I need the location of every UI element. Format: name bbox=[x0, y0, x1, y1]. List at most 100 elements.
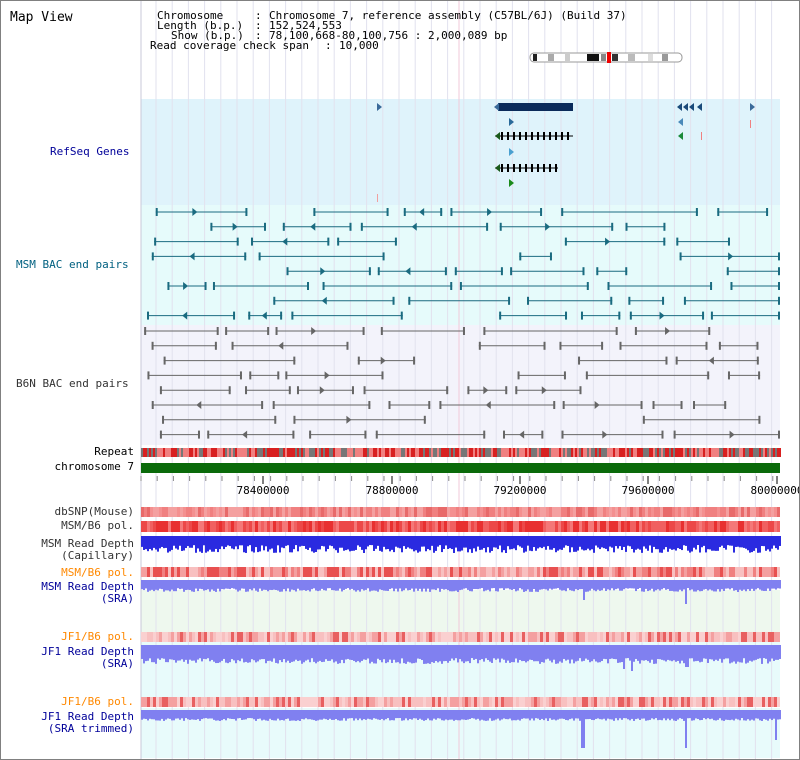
heat-cell bbox=[597, 521, 600, 532]
depth-bar bbox=[551, 645, 553, 663]
bac-end bbox=[327, 237, 330, 246]
depth-bar bbox=[641, 580, 643, 592]
depth-bar bbox=[769, 645, 771, 662]
track-label-msm-b6-pol-sra[interactable]: MSM/B6 pol. bbox=[61, 566, 134, 579]
depth-bar bbox=[161, 580, 163, 590]
heat-cell bbox=[336, 567, 339, 577]
heat-cell bbox=[660, 567, 663, 577]
depth-bar bbox=[591, 536, 593, 550]
depth-bar bbox=[575, 645, 577, 662]
track-label-jf1-depth-sra[interactable]: JF1 Read Depth bbox=[41, 645, 134, 658]
gene-exon bbox=[519, 164, 521, 172]
heat-cell bbox=[555, 567, 558, 577]
depth-bar bbox=[743, 710, 745, 721]
depth-bar bbox=[373, 536, 375, 551]
repeat-segment bbox=[213, 448, 215, 457]
depth-bar bbox=[457, 536, 459, 552]
depth-bar bbox=[335, 645, 337, 662]
track-label-jf1-b6-pol[interactable]: JF1/B6 pol. bbox=[61, 630, 134, 643]
depth-bar bbox=[321, 645, 323, 663]
track-label-b6n-bac[interactable]: B6N BAC end pairs bbox=[16, 377, 129, 390]
depth-bar bbox=[607, 710, 609, 719]
repeat-segment bbox=[669, 448, 671, 457]
depth-bar bbox=[723, 536, 725, 548]
repeat-segment bbox=[703, 448, 705, 457]
heat-cell bbox=[729, 697, 732, 707]
heat-cell bbox=[678, 697, 681, 707]
repeat-segment bbox=[141, 448, 143, 457]
repeat-segment bbox=[529, 448, 531, 457]
track-label-chromosome[interactable]: chromosome 7 bbox=[54, 460, 134, 473]
depth-bar bbox=[381, 580, 383, 591]
heat-cell bbox=[339, 507, 342, 517]
depth-bar bbox=[497, 536, 499, 550]
heat-cell bbox=[333, 697, 336, 707]
track-label-dbsnp[interactable]: dbSNP(Mouse) bbox=[54, 505, 134, 518]
depth-bar bbox=[263, 536, 265, 551]
heat-cell bbox=[348, 567, 351, 577]
bac-end bbox=[403, 208, 406, 216]
heat-cell bbox=[774, 697, 777, 707]
depth-bar bbox=[293, 645, 295, 662]
depth-bar bbox=[255, 536, 257, 548]
depth-bar bbox=[343, 645, 345, 664]
track-label-refseq-genes[interactable]: RefSeq Genes bbox=[50, 145, 130, 158]
repeat-segment bbox=[397, 448, 399, 457]
repeat-segment bbox=[293, 448, 295, 457]
depth-bar bbox=[393, 580, 395, 592]
track-label-msm-depth-capillary[interactable]: MSM Read Depth bbox=[41, 537, 134, 550]
depth-bar bbox=[183, 536, 185, 551]
bac-end bbox=[244, 252, 247, 261]
track-label-jf1-depth-trimmed[interactable]: JF1 Read Depth bbox=[41, 710, 134, 723]
depth-bar bbox=[711, 645, 713, 660]
heat-cell bbox=[390, 567, 393, 577]
bac-end bbox=[508, 296, 511, 305]
heat-cell bbox=[396, 507, 399, 517]
heat-cell bbox=[258, 697, 261, 707]
heat-cell bbox=[300, 507, 303, 517]
track-label-jf1-depth-sra-sub: (SRA) bbox=[100, 657, 134, 670]
heat-cell bbox=[324, 697, 327, 707]
track-label-msm-b6-pol[interactable]: MSM/B6 pol. bbox=[61, 519, 134, 532]
depth-bar bbox=[345, 536, 347, 551]
heat-cell bbox=[531, 521, 534, 532]
gene-exon bbox=[519, 132, 521, 140]
depth-bar bbox=[749, 580, 751, 591]
heat-cell bbox=[228, 697, 231, 707]
track-label-msm-depth-sra[interactable]: MSM Read Depth bbox=[41, 580, 134, 593]
heat-cell bbox=[204, 567, 207, 577]
gene-exon bbox=[555, 164, 557, 172]
depth-bar bbox=[265, 536, 267, 547]
heat-cell bbox=[612, 567, 615, 577]
track-label-repeat[interactable]: Repeat bbox=[94, 445, 134, 458]
repeat-segment bbox=[233, 448, 235, 457]
track-label-jf1-b6-pol-2[interactable]: JF1/B6 pol. bbox=[61, 695, 134, 708]
repeat-segment bbox=[631, 448, 633, 457]
heat-cell bbox=[270, 632, 273, 642]
heat-cell bbox=[738, 697, 741, 707]
depth-bar bbox=[759, 536, 761, 553]
repeat-segment bbox=[725, 448, 727, 457]
heat-cell bbox=[570, 521, 573, 532]
heat-cell bbox=[606, 507, 609, 517]
depth-bar bbox=[729, 536, 731, 546]
heat-cell bbox=[279, 632, 282, 642]
bac-end bbox=[147, 371, 150, 380]
heat-cell bbox=[720, 697, 723, 707]
depth-bar bbox=[683, 536, 685, 546]
track-label-msm-bac[interactable]: MSM BAC end pairs bbox=[16, 258, 129, 271]
bac-end bbox=[280, 311, 283, 320]
heat-cell bbox=[501, 567, 504, 577]
heat-cell bbox=[612, 697, 615, 707]
heat-cell bbox=[582, 521, 585, 532]
heat-cell bbox=[291, 521, 294, 532]
heat-cell bbox=[417, 521, 420, 532]
depth-bar bbox=[387, 645, 389, 663]
depth-bar bbox=[459, 536, 461, 552]
repeat-segment bbox=[549, 448, 551, 457]
repeat-segment bbox=[721, 448, 723, 457]
heat-cell bbox=[732, 632, 735, 642]
bac-end bbox=[450, 208, 453, 216]
bac-end bbox=[586, 282, 589, 290]
